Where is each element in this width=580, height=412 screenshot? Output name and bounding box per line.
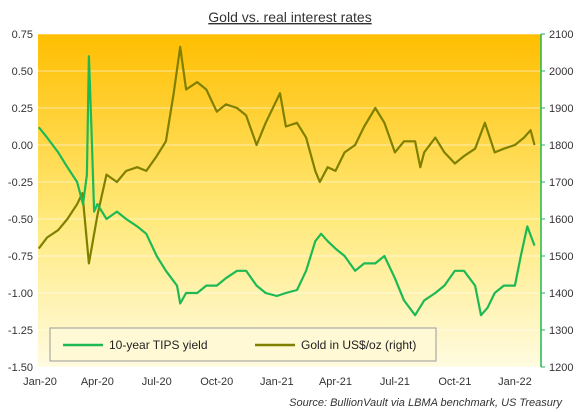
y-right-tick-label: 1600: [549, 214, 573, 226]
y-right-tick-label: 1200: [549, 362, 573, 374]
x-tick-label: Apr-21: [319, 376, 352, 388]
legend-box: [49, 327, 437, 362]
chart-title: Gold vs. real interest rates: [208, 9, 371, 25]
left-y-axis: 0.75 0.50 0.25 0.00 -0.25 -0.50 -0.75 -1.00 -1.2…: [8, 29, 33, 374]
x-tick-label: Oct-21: [438, 376, 471, 388]
y-right-tick-label: 1400: [549, 288, 573, 300]
legend: 10-year TIPS yield Gold in US$/oz (right…: [49, 327, 437, 362]
y-left-tick-label: -0.50: [8, 214, 33, 226]
y-right-tick-label: 1500: [549, 251, 573, 263]
y-left-tick-label: -1.00: [8, 288, 33, 300]
x-tick-label: Jul-20: [142, 376, 172, 388]
y-left-tick-label: 0.50: [12, 66, 33, 78]
x-tick-label: Apr-20: [81, 376, 114, 388]
y-left-tick-label: -0.75: [8, 251, 33, 263]
y-right-tick-label: 1900: [549, 103, 573, 115]
y-left-tick-label: -1.50: [8, 362, 33, 374]
y-right-tick-label: 1700: [549, 177, 573, 189]
source-note: Source: BullionVault via LBMA benchmark,…: [289, 397, 563, 409]
x-axis: Jan-20 Apr-20 Jul-20 Oct-20 Jan-21 Apr-21 Jul-…: [23, 376, 532, 388]
y-right-tick-label: 2100: [549, 29, 573, 41]
series-line-tips: [37, 55, 536, 317]
y-right-tick-label: 2000: [549, 66, 573, 78]
y-right-tick-label: 1800: [549, 140, 573, 152]
series-lines: [37, 45, 536, 317]
x-tick-label: Oct-20: [200, 376, 233, 388]
plot-area: [38, 34, 541, 367]
series-line-gold: [37, 45, 536, 265]
legend-label-gold: Gold in US$/oz (right): [301, 338, 416, 352]
y-left-tick-label: 0.00: [12, 140, 33, 152]
x-tick-label: Jan-21: [260, 376, 294, 388]
y-left-tick-label: 0.75: [12, 29, 33, 41]
y-left-tick-label: 0.25: [12, 103, 33, 115]
x-tick-label: Jul-21: [380, 376, 410, 388]
right-y-axis: 2100 2000 1900 1800 1700 1600 1500 1400 1300 1200: [541, 29, 573, 374]
y-left-tick-label: -0.25: [8, 177, 33, 189]
legend-label-tips: 10-year TIPS yield: [109, 338, 208, 352]
y-left-tick-label: -1.25: [8, 325, 33, 337]
x-tick-label: Jan-20: [23, 376, 57, 388]
y-right-tick-label: 1300: [549, 325, 573, 337]
x-tick-label: Jan-22: [498, 376, 532, 388]
